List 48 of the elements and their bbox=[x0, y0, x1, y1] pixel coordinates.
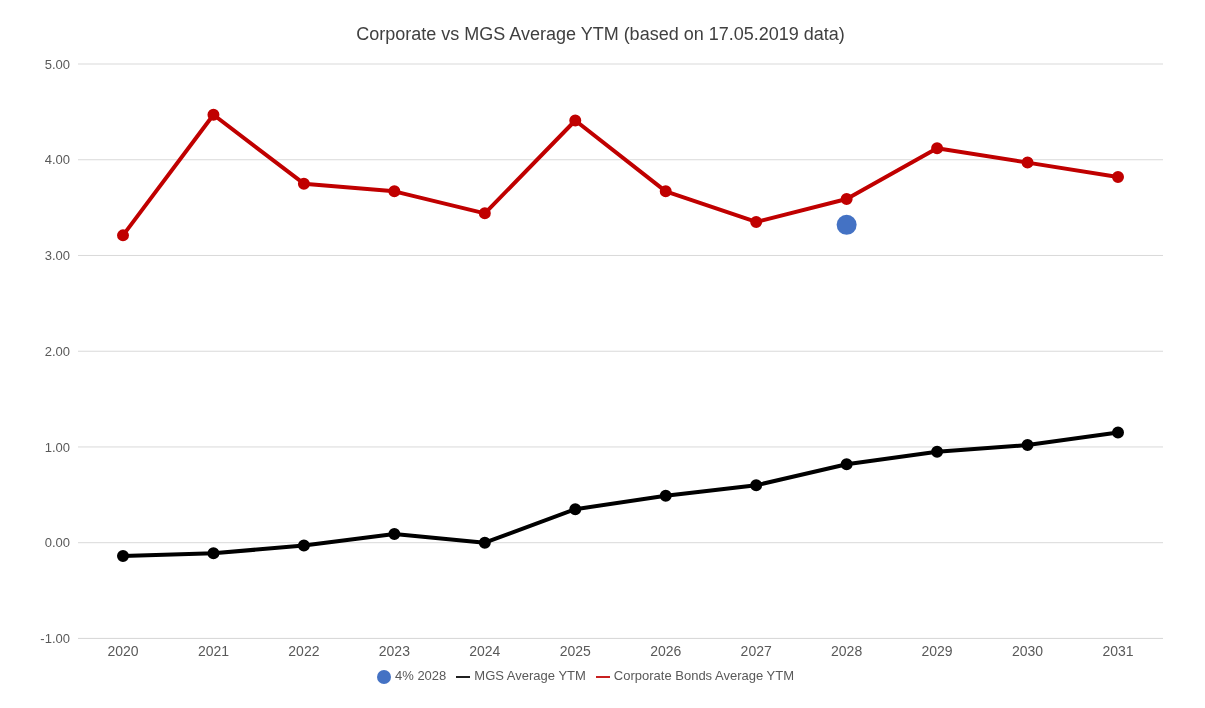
x-tick-label: 2021 bbox=[197, 643, 230, 660]
y-tick-label: 4.00 bbox=[44, 152, 70, 168]
point bbox=[750, 215, 763, 228]
legend-label: Corporate Bonds Average YTM bbox=[613, 668, 795, 684]
point bbox=[931, 445, 944, 458]
legend-label: 4% 2028 bbox=[394, 668, 447, 684]
point bbox=[207, 108, 220, 121]
point bbox=[836, 214, 857, 235]
x-tick-label: 2026 bbox=[650, 643, 682, 660]
y-tick-label: 0.00 bbox=[44, 535, 70, 551]
point bbox=[931, 142, 944, 155]
x-tick-label: 2022 bbox=[288, 643, 320, 660]
chart-title: Corporate vs MGS Average YTM (based on 17.05.2019 data) bbox=[355, 23, 846, 46]
point bbox=[1021, 156, 1034, 169]
legend-label: MGS Average YTM bbox=[474, 668, 586, 684]
x-tick-label: 2027 bbox=[740, 643, 772, 660]
x-tick-label: 2028 bbox=[831, 643, 863, 660]
point bbox=[207, 547, 220, 560]
point bbox=[388, 185, 401, 198]
point bbox=[840, 458, 853, 471]
x-tick-label: 2023 bbox=[378, 643, 411, 660]
point bbox=[478, 207, 491, 220]
point bbox=[1021, 439, 1034, 452]
point bbox=[569, 114, 582, 127]
point bbox=[117, 229, 129, 242]
point bbox=[117, 550, 129, 563]
point bbox=[569, 503, 582, 516]
point bbox=[478, 536, 491, 549]
point bbox=[659, 185, 672, 198]
point bbox=[750, 479, 763, 492]
x-tick-label: 2025 bbox=[559, 643, 592, 660]
point bbox=[297, 539, 310, 552]
x-tick-label: 2030 bbox=[1011, 643, 1044, 660]
point bbox=[388, 528, 401, 541]
point bbox=[297, 177, 310, 190]
point bbox=[659, 489, 672, 502]
point bbox=[1112, 170, 1124, 183]
x-tick-label: 2024 bbox=[469, 643, 501, 660]
y-tick-label: 2.00 bbox=[44, 343, 70, 359]
y-tick-label: 5.00 bbox=[44, 56, 70, 72]
point bbox=[840, 192, 853, 205]
y-tick-label: -1.00 bbox=[40, 631, 70, 647]
x-tick-label: 2020 bbox=[107, 643, 139, 660]
point bbox=[1112, 426, 1124, 439]
y-tick-label: 3.00 bbox=[44, 248, 70, 264]
x-tick-label: 2029 bbox=[921, 643, 953, 660]
y-tick-label: 1.00 bbox=[44, 439, 70, 455]
x-tick-label: 2031 bbox=[1102, 643, 1134, 660]
